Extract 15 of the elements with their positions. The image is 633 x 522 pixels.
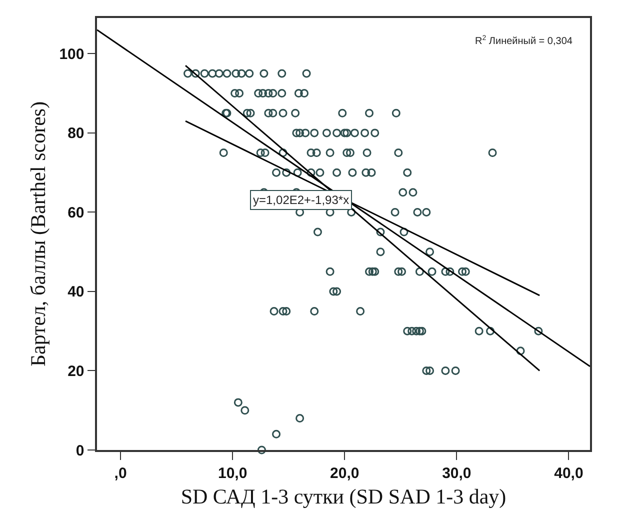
y-axis-title: Бартел, баллы (Barthel scores) (26, 101, 50, 367)
annotation: y=1,02E2+-1,93*x (253, 193, 350, 207)
x-tick-label: 10,0 (218, 464, 248, 482)
y-tick-label: 100 (59, 46, 84, 63)
x-tick-label: 40,0 (554, 464, 584, 482)
x-tick-label: 30,0 (442, 464, 472, 482)
x-tick-label: 20,0 (330, 464, 360, 482)
x-tick-label: ,0 (114, 464, 127, 482)
y-tick-label: 20 (68, 362, 84, 380)
y-tick-label: 0 (76, 442, 84, 460)
y-tick-label: 40 (68, 284, 84, 301)
y-tick-label: 60 (68, 204, 84, 222)
x-axis-title: SD САД 1-3 сутки (SD SAD 1-3 day) (180, 484, 506, 508)
annotation: R$^{2}$ Линейный = 0,304 (475, 35, 573, 48)
y-tick-label: 80 (68, 125, 84, 142)
